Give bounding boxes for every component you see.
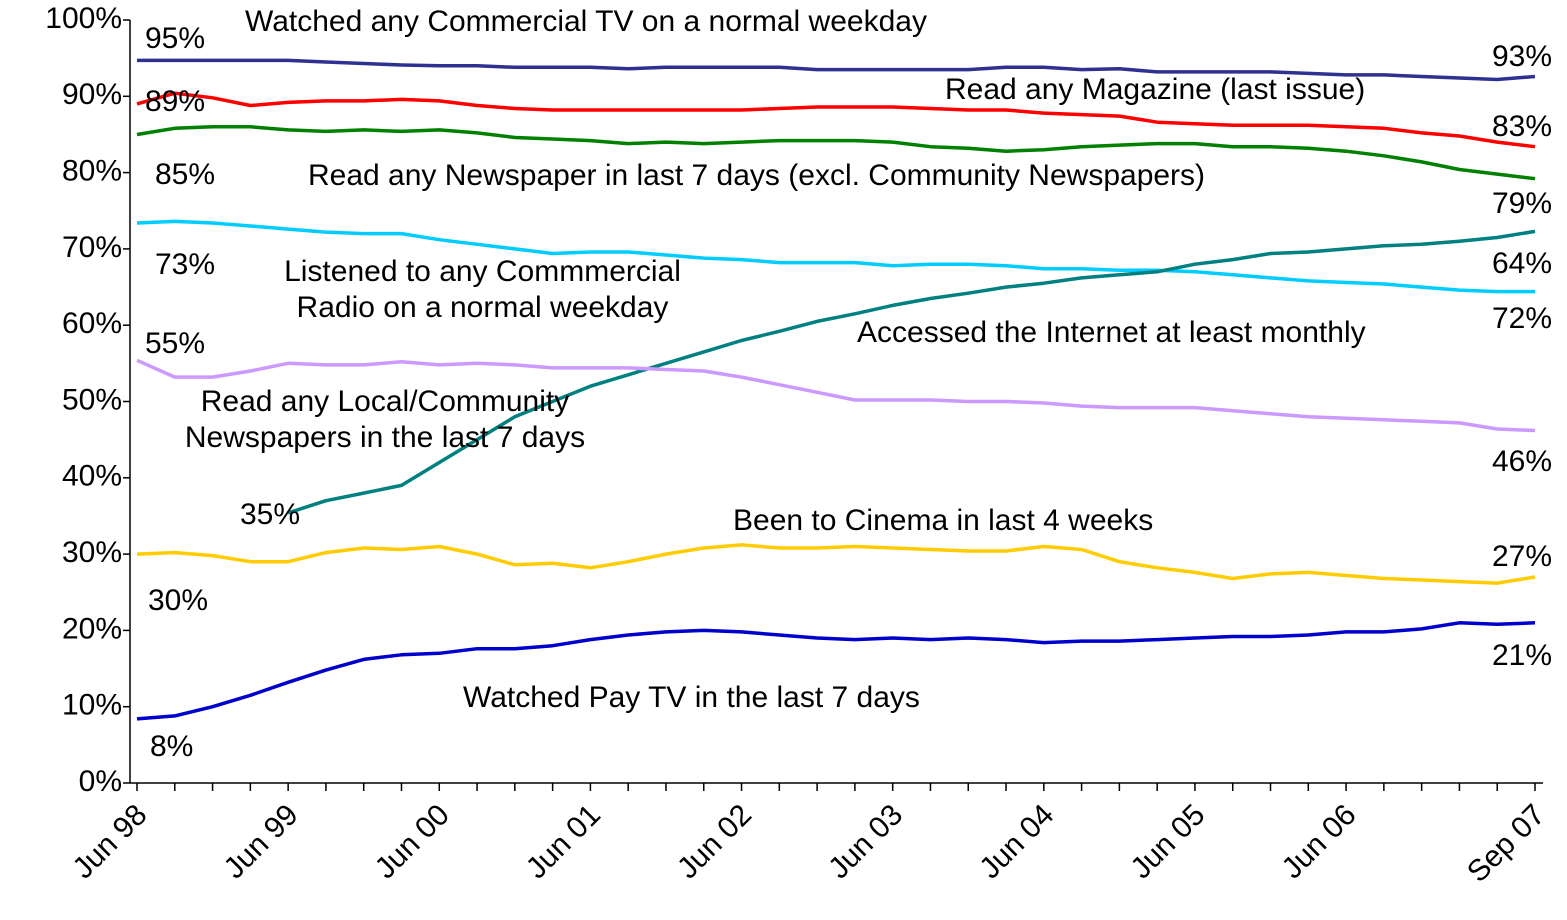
series-label: Listened to any Commmercial Radio on a n… — [284, 255, 681, 324]
y-tick-label: 70% — [62, 231, 122, 264]
series-label: Read any Magazine (last issue) — [945, 73, 1366, 106]
series-line — [137, 58, 1536, 82]
y-tick-label: 50% — [62, 383, 122, 416]
x-tick-label: Jun 04 — [973, 798, 1060, 885]
x-tick-label: Jun 05 — [1124, 798, 1211, 885]
series-label: Watched Pay TV in the last 7 days — [463, 681, 920, 714]
y-tick-label: 90% — [62, 78, 122, 111]
y-tick-label: 10% — [62, 689, 122, 722]
value-label: 30% — [148, 584, 208, 617]
value-label: 8% — [150, 730, 193, 763]
value-label: 73% — [155, 248, 215, 281]
series-label: Read any Local/Community Newspapers in t… — [184, 385, 586, 454]
y-tick-label: 20% — [62, 612, 122, 645]
value-label: 72% — [1492, 302, 1552, 335]
x-tick-label: Jun 01 — [520, 798, 607, 885]
y-tick-label: 30% — [62, 536, 122, 569]
x-tick-label: Jun 00 — [369, 798, 456, 885]
x-tick-label: Jun 06 — [1276, 798, 1363, 885]
y-tick-label: 60% — [62, 307, 122, 340]
series-line — [136, 621, 1536, 721]
y-tick-label: 100% — [45, 2, 122, 35]
value-label: 83% — [1492, 110, 1552, 143]
series-line — [136, 358, 1536, 433]
x-tick-label: Jun 98 — [67, 798, 154, 885]
value-label: 79% — [1492, 187, 1552, 220]
x-tick-label: Jun 02 — [671, 798, 758, 885]
y-tick-label: 40% — [62, 460, 122, 493]
series-label: Watched any Commercial TV on a normal we… — [245, 5, 927, 38]
value-label: 85% — [155, 158, 215, 191]
series-line — [136, 91, 1536, 149]
series-line — [136, 543, 1536, 585]
value-label: 89% — [145, 85, 205, 118]
series-label: Read any Newspaper in last 7 days (excl.… — [308, 159, 1206, 192]
value-label: 93% — [1492, 40, 1552, 73]
x-tick-label: Jun 99 — [218, 798, 305, 885]
value-label: 46% — [1492, 445, 1552, 478]
x-tick-label: Jun 03 — [822, 798, 909, 885]
x-tick-label: Sep 07 — [1461, 798, 1552, 889]
series-line — [287, 229, 1536, 515]
value-label: 55% — [145, 327, 205, 360]
y-tick-label: 0% — [79, 765, 122, 798]
y-tick-label: 80% — [62, 155, 122, 188]
series-line — [136, 125, 1536, 181]
series-label: Been to Cinema in last 4 weeks — [733, 504, 1154, 537]
value-label: 27% — [1492, 540, 1552, 573]
value-label: 21% — [1492, 639, 1552, 672]
series-label: Accessed the Internet at least monthly — [857, 316, 1366, 349]
value-label: 95% — [145, 22, 205, 55]
value-label: 35% — [240, 498, 300, 531]
value-label: 64% — [1492, 247, 1552, 280]
series-line — [136, 219, 1535, 294]
